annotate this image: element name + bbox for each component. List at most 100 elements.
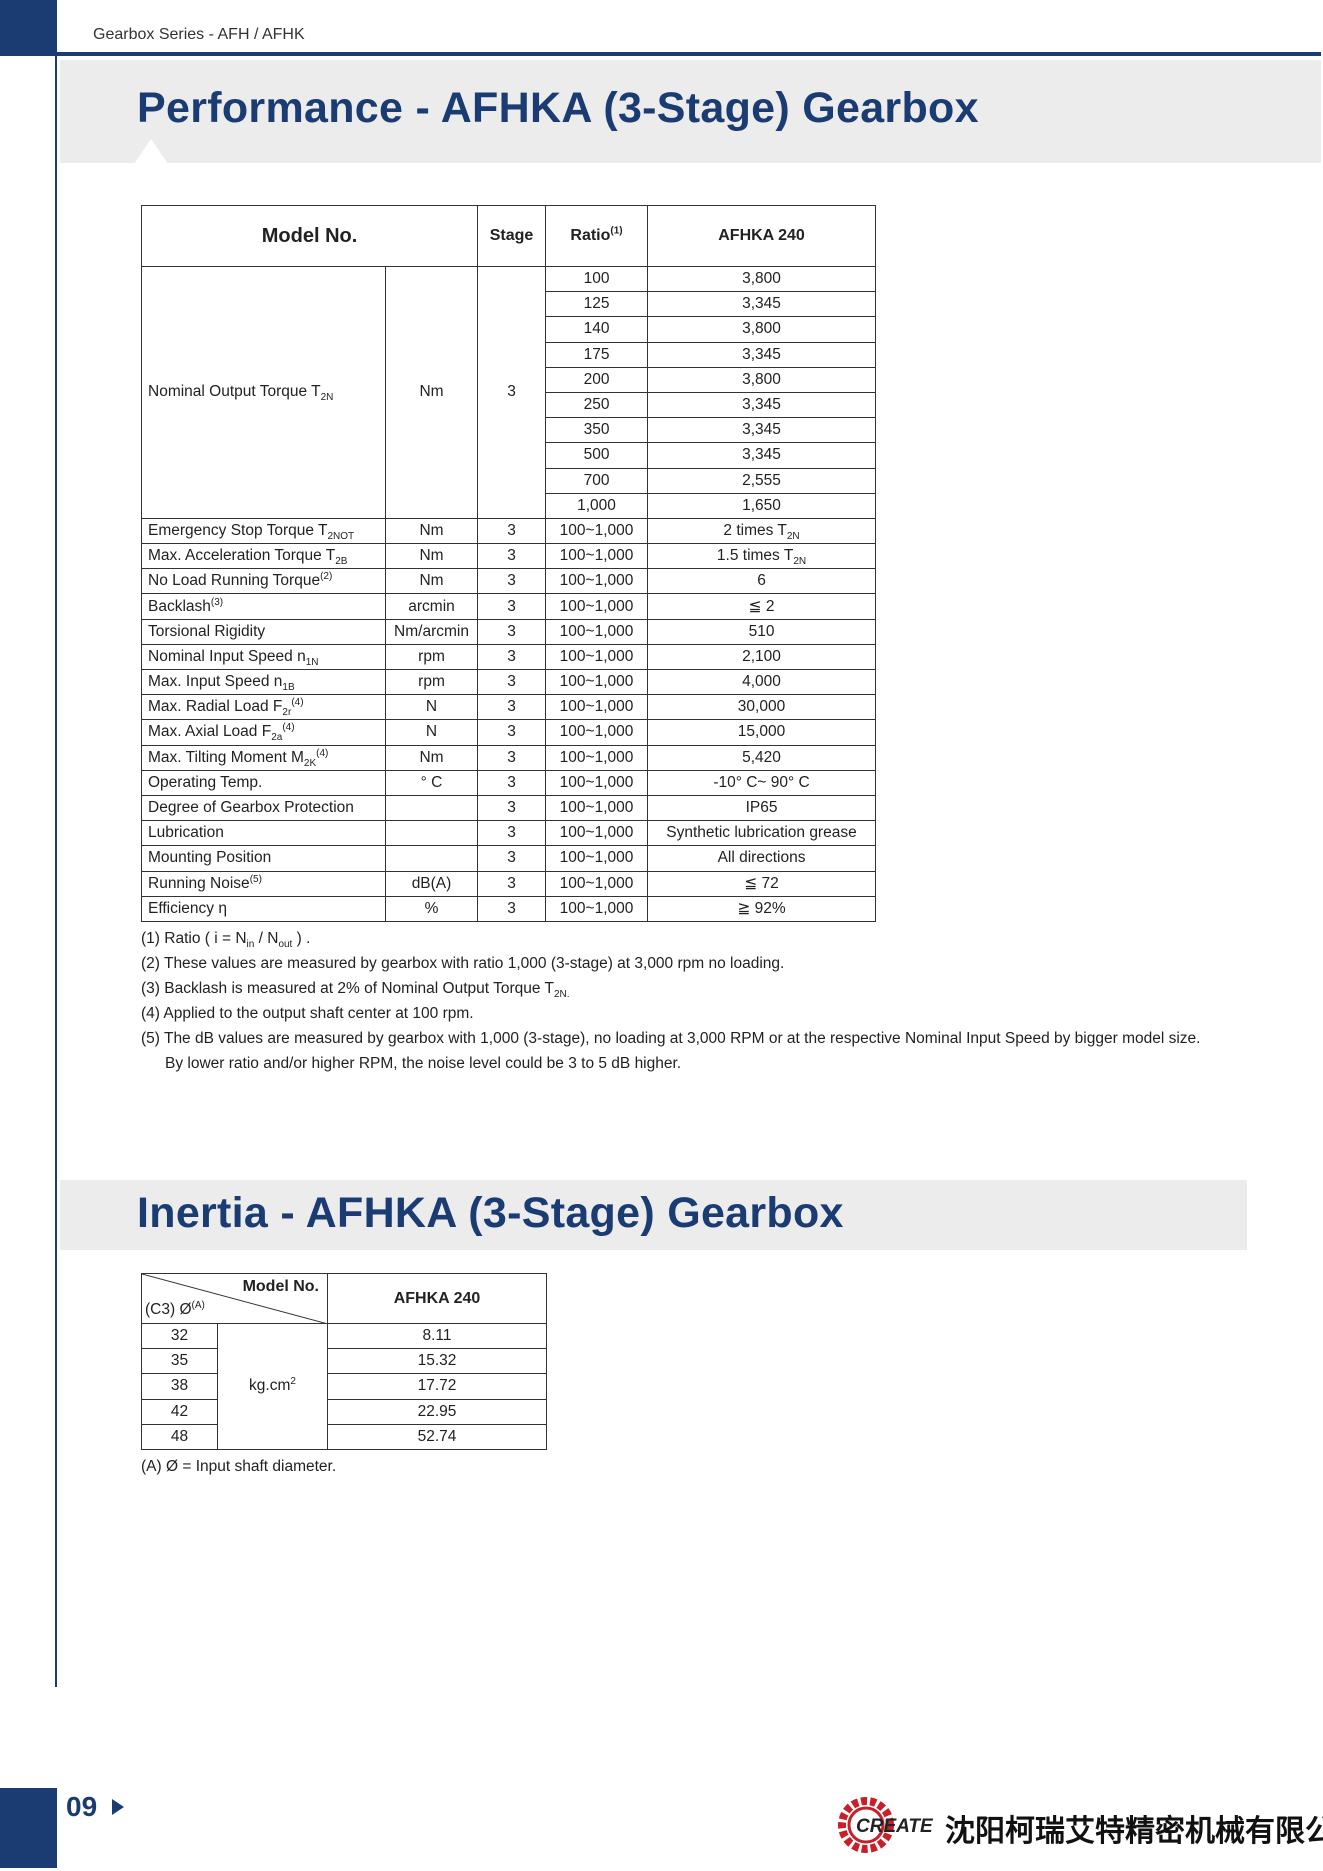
text: 3 xyxy=(507,874,516,892)
page-number: 09 xyxy=(66,1791,98,1822)
cell: 100~1,000 xyxy=(545,517,649,545)
text: 8.11 xyxy=(422,1327,452,1345)
spec-row: Lubrication 3 100~1,000 Synthetic lubricati… xyxy=(141,820,877,847)
header-row: Model No. Stage Ratio(1) AFHKA 240 xyxy=(140,205,877,267)
cell: 200 xyxy=(545,366,649,393)
performance-table: Model No. Stage Ratio(1) AFHKA 240 Nominal O… xyxy=(140,205,877,922)
text: 700 xyxy=(583,471,610,489)
cell: 3 xyxy=(477,543,547,570)
cell: rpm xyxy=(384,643,479,671)
text: 1,650 xyxy=(742,496,781,514)
subscript: 2B xyxy=(335,556,348,568)
cell: 175 xyxy=(545,341,649,368)
subscript: in xyxy=(246,939,255,951)
text: ≧ 92% xyxy=(737,900,786,918)
cell: 32 xyxy=(141,1322,218,1350)
logo: CREATE xyxy=(838,1797,934,1853)
text: 38 xyxy=(170,1377,189,1395)
text: 3 xyxy=(507,773,516,791)
text: 100~1,000 xyxy=(559,521,634,539)
cell: N xyxy=(384,694,479,721)
cell: 42 xyxy=(141,1398,218,1425)
text: 3 xyxy=(507,799,516,817)
text: Operating Temp. xyxy=(148,773,263,791)
column-header: Model No. xyxy=(140,205,479,267)
cell: 100~1,000 xyxy=(545,694,649,721)
cell: 510 xyxy=(647,618,877,645)
cell: 3 xyxy=(477,769,547,796)
text: ≦ 2 xyxy=(748,598,775,616)
inertia-table: Model No. (C3) Ø(A) AFHKA 240 32 kg.cm2 8.11 3… xyxy=(141,1273,547,1450)
cell: Max. Tilting Moment M2K(4) xyxy=(141,744,386,771)
cell: 100~1,000 xyxy=(545,543,649,570)
torque-row: 350 3,345 xyxy=(142,417,877,444)
text: 100~1,000 xyxy=(559,899,634,917)
text: Model No. xyxy=(261,224,358,247)
text: 3 xyxy=(507,521,516,539)
text: 100~1,000 xyxy=(559,773,634,791)
text: Max. Tilting Moment M xyxy=(148,748,304,766)
cell: 100~1,000 xyxy=(545,719,649,746)
cell: 2,555 xyxy=(647,467,877,494)
subscript: 2N xyxy=(793,556,807,568)
text: 200 xyxy=(583,370,610,388)
text: Nm/arcmin xyxy=(394,622,469,640)
text: 3 xyxy=(507,572,516,590)
column-header: Stage xyxy=(477,205,547,267)
cell: kg.cm2 xyxy=(217,1323,328,1450)
text: 22.95 xyxy=(417,1402,457,1420)
subscript: 2r xyxy=(282,707,292,719)
text: rpm xyxy=(418,647,445,665)
cell: 48 xyxy=(141,1423,218,1450)
text: 2 times T xyxy=(723,521,787,539)
cell: Backlash(3) xyxy=(141,593,386,620)
cell: 100~1,000 xyxy=(545,845,649,872)
cell: 3 xyxy=(477,568,547,595)
text: 5,420 xyxy=(742,748,781,766)
cell: Operating Temp. xyxy=(141,769,386,796)
subscript: 1N xyxy=(305,657,319,668)
cell: Degree of Gearbox Protection xyxy=(141,794,386,822)
subscript: 2N xyxy=(786,531,800,543)
note: (5) The dB values are measured by gearbo… xyxy=(141,1026,1200,1076)
text: Efficiency η xyxy=(148,899,227,917)
text: Backlash xyxy=(148,597,211,615)
spec-row: No Load Running Torque(2) Nm 3 100~1,000 6 xyxy=(141,568,877,595)
text: 3,800 xyxy=(742,270,781,288)
text: 500 xyxy=(583,446,610,464)
inertia-row: 48 52.74 xyxy=(141,1423,547,1450)
spec-row: Nominal Input Speed n1N rpm 3 100~1,000 2,10… xyxy=(141,643,877,671)
text: Running Noise xyxy=(148,874,250,892)
text: Stage xyxy=(489,227,534,244)
cell: Running Noise(5) xyxy=(141,870,386,897)
cell: 3 xyxy=(477,794,547,822)
text: 100~1,000 xyxy=(559,874,634,892)
cell: 3 xyxy=(477,719,547,746)
text: ) . xyxy=(292,930,311,947)
text: Nm xyxy=(419,572,444,590)
torque-row: 1,000 1,650 xyxy=(142,492,877,519)
cell: 3,345 xyxy=(647,391,877,419)
cell: 350 xyxy=(545,417,649,444)
text: 100~1,000 xyxy=(559,849,634,867)
cell: % xyxy=(384,895,479,922)
diagonal xyxy=(142,1274,325,1323)
text: Max. Radial Load F xyxy=(148,698,283,716)
text: 125 xyxy=(583,295,610,313)
text: Max. Acceleration Torque T xyxy=(148,547,336,565)
cell: 100 xyxy=(545,265,649,293)
text: 3 xyxy=(507,698,516,716)
text: 3 xyxy=(507,824,516,842)
text: Lubrication xyxy=(148,824,224,842)
text: 3,345 xyxy=(742,421,781,439)
text: 17.72 xyxy=(417,1377,457,1395)
text: ≦ 72 xyxy=(744,875,779,893)
torque-row: 250 3,345 xyxy=(142,391,877,419)
cell: dB(A) xyxy=(384,870,479,897)
text: arcmin xyxy=(408,597,455,615)
cell: 22.95 xyxy=(327,1398,547,1425)
text: N xyxy=(425,698,438,716)
cell: ≧ 92% xyxy=(647,895,877,922)
text: Nominal Output Torque T xyxy=(148,383,321,401)
cell: 3 xyxy=(477,668,547,696)
